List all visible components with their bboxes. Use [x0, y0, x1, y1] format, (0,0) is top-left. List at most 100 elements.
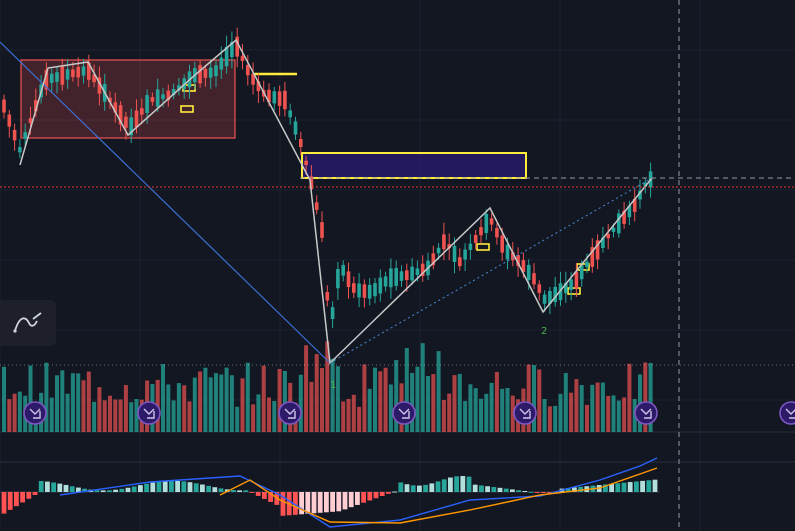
candle [484, 213, 489, 233]
macd-histogram-bar [386, 492, 391, 494]
volume-bar [468, 384, 473, 432]
volume-bar [7, 399, 12, 432]
candle [415, 268, 420, 275]
wave-label-1: 1 [330, 380, 336, 391]
volume-bar [224, 367, 229, 432]
macd-histogram-bar [485, 486, 490, 492]
volume-bar [76, 373, 81, 432]
macd-histogram-bar [14, 492, 19, 507]
volume-bar [479, 398, 483, 432]
candle [564, 283, 568, 294]
macd-histogram-bar [565, 488, 571, 492]
volume-bar [526, 364, 531, 432]
candle [150, 97, 155, 102]
order-block-marker [180, 105, 194, 113]
event-arrow-glyph [640, 408, 652, 419]
candle [288, 110, 292, 118]
event-markers[interactable] [23, 401, 795, 425]
volume-bar [431, 374, 436, 432]
volume-bar [505, 388, 510, 432]
macd-pane [0, 457, 660, 528]
macd-histogram-bar [448, 477, 453, 492]
candle [272, 91, 277, 104]
macd-histogram-bar [373, 492, 379, 499]
event-arrow-glyph [143, 408, 155, 419]
candle [442, 234, 446, 250]
candle [124, 116, 128, 128]
macd-histogram-bar [534, 492, 540, 493]
candle [346, 271, 351, 287]
volume-bar [378, 371, 383, 432]
candle [235, 36, 239, 57]
macd-histogram-bar [429, 483, 435, 492]
candle [458, 257, 462, 267]
macd-histogram-bar [324, 492, 329, 513]
event-arrow-icon [23, 401, 47, 425]
volume-bar [161, 364, 165, 432]
volume-bar [563, 372, 568, 432]
volume-bar [203, 367, 208, 432]
candle [463, 249, 467, 260]
candle [155, 89, 160, 107]
candle [177, 85, 181, 91]
candle [542, 294, 547, 304]
macd-histogram-bar [603, 484, 608, 492]
volume-bar [187, 401, 192, 432]
candle [553, 286, 557, 303]
volume-bar [346, 398, 351, 432]
macd-histogram-bar [441, 479, 447, 492]
volume-bar [325, 341, 330, 432]
candle [208, 67, 213, 78]
macd-histogram-bar [404, 484, 410, 492]
trendline [0, 41, 331, 364]
volume-bar [182, 385, 187, 432]
macd-histogram-bar [255, 492, 261, 496]
macd-histogram-bar [516, 490, 521, 492]
macd-histogram-bar [200, 484, 205, 492]
volume-bar [245, 362, 250, 432]
volume-bar [388, 384, 393, 432]
macd-histogram-bar [51, 482, 56, 492]
macd-histogram-bar [466, 476, 472, 492]
candle [246, 64, 250, 76]
candle [76, 66, 80, 78]
candle [579, 265, 584, 280]
volume-bar [558, 393, 563, 432]
volume-bar [627, 363, 632, 432]
candle [383, 276, 388, 287]
volume-bar [267, 397, 271, 432]
candle [378, 277, 383, 294]
volume-bar [113, 399, 118, 432]
macd-histogram-bar [249, 492, 255, 493]
macd-histogram-bar [510, 489, 515, 492]
candle [283, 90, 287, 110]
candle [34, 100, 38, 112]
volume-bar [351, 394, 356, 432]
macd-histogram-bar [243, 490, 249, 492]
candle [394, 268, 398, 286]
volume-bar [330, 358, 335, 432]
draw-tool-button[interactable] [0, 300, 56, 346]
volume-bar [60, 370, 65, 432]
volume-bar [256, 394, 261, 432]
volume-bar [298, 374, 303, 432]
macd-histogram-bar [522, 491, 528, 493]
candle [108, 97, 112, 103]
macd-histogram-bar [181, 481, 187, 492]
candle [87, 62, 91, 80]
order-block-marker [476, 243, 490, 251]
volume-bar [441, 399, 446, 432]
candle [516, 255, 520, 266]
volume-bar [643, 362, 648, 432]
volume-bar [86, 371, 91, 432]
candle [12, 129, 17, 141]
volume-bar [600, 382, 605, 432]
candle [81, 66, 86, 76]
macd-histogram-bar [20, 492, 25, 503]
macd-histogram-bar [187, 482, 193, 492]
macd-histogram-bar [317, 492, 323, 513]
macd-histogram-bar [410, 485, 416, 492]
candle [405, 270, 409, 281]
